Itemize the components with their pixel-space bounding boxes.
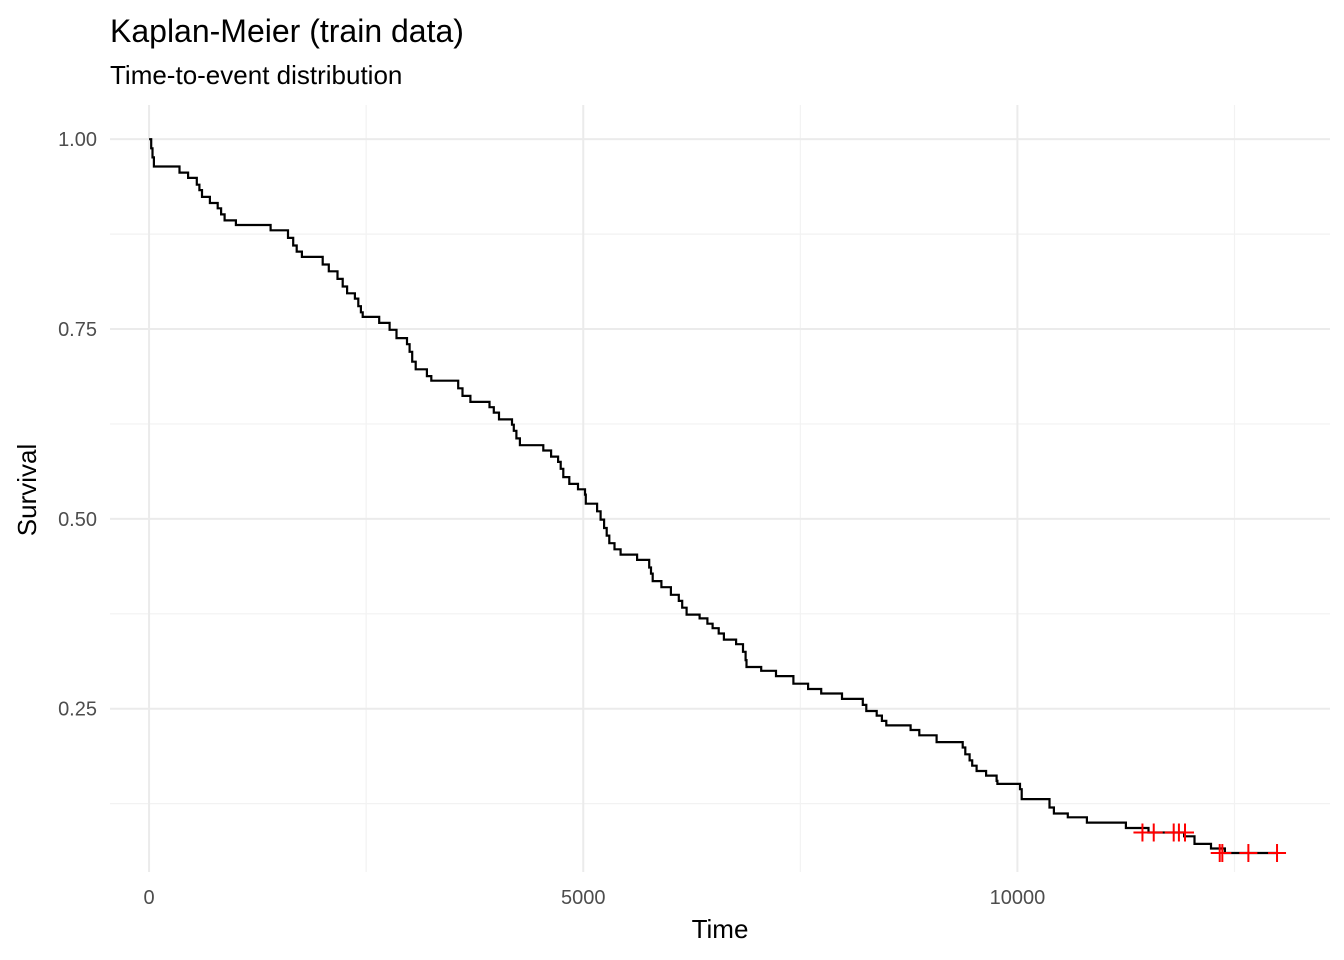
x-axis-title: Time bbox=[692, 914, 749, 944]
y-tick-label: 0.25 bbox=[58, 699, 97, 721]
censor-mark bbox=[1239, 844, 1258, 863]
grid bbox=[110, 105, 1330, 872]
x-tick-label: 5000 bbox=[561, 887, 606, 909]
censor-mark bbox=[1268, 844, 1287, 863]
tick-labels: 0 5000 10000 0.25 0.50 0.75 1.00 bbox=[58, 129, 1045, 909]
survival-curve-layer bbox=[149, 138, 1278, 855]
y-axis-title: Survival bbox=[12, 444, 42, 536]
x-tick-label: 10000 bbox=[990, 887, 1046, 909]
censor-mark bbox=[1175, 823, 1194, 842]
survival-curve bbox=[149, 138, 1278, 855]
y-tick-label: 1.00 bbox=[58, 129, 97, 151]
y-tick-label: 0.50 bbox=[58, 509, 97, 531]
censor-mark bbox=[1213, 844, 1232, 863]
censor-marks bbox=[1133, 823, 1287, 863]
y-tick-label: 0.75 bbox=[58, 319, 97, 341]
censor-mark bbox=[1144, 823, 1163, 842]
x-tick-label: 0 bbox=[144, 887, 155, 909]
chart-title: Kaplan-Meier (train data) bbox=[110, 13, 464, 49]
chart-subtitle: Time-to-event distribution bbox=[110, 60, 402, 90]
